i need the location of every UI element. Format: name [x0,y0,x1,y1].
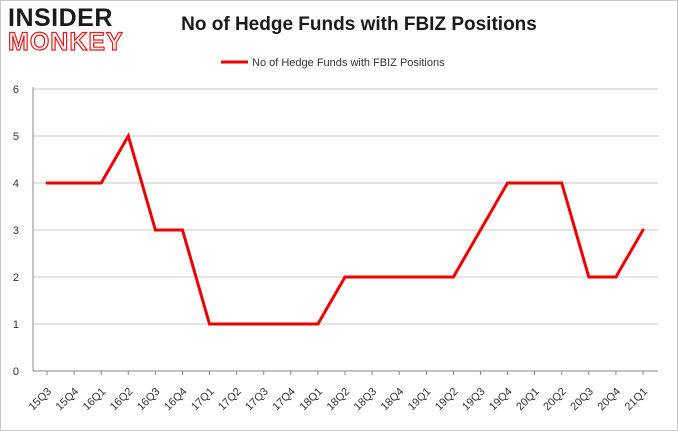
data-point-17Q1 [208,322,212,326]
data-point-16Q4 [180,228,184,232]
x-tick-label-16Q1: 16Q1 [81,386,109,414]
data-point-17Q2 [235,322,239,326]
x-tick-label-16Q2: 16Q2 [108,386,136,414]
data-point-15Q3 [45,181,49,185]
data-point-20Q1 [533,181,537,185]
legend-label: No of Hedge Funds with FBIZ Positions [252,57,445,69]
data-point-17Q4 [289,322,293,326]
logo-line-2: MONKEY [7,28,124,56]
data-point-20Q4 [614,275,618,279]
x-tick-label-19Q2: 19Q2 [433,386,461,414]
x-tick-label-17Q2: 17Q2 [216,386,244,414]
x-tick-label-20Q3: 20Q3 [568,386,596,414]
data-point-19Q4 [506,181,510,185]
x-tick-label-21Q1: 21Q1 [623,386,651,414]
y-tick-label-1: 1 [13,319,19,331]
data-point-19Q2 [451,275,455,279]
data-point-18Q1 [316,322,320,326]
y-tick-label-2: 2 [13,272,19,284]
data-point-20Q3 [587,275,591,279]
x-tick-labels: 15Q3 15Q4 16Q1 16Q2 16Q3 16Q4 17Q1 17Q2 17Q3 17Q4… [27,386,651,414]
x-tick-label-17Q1: 17Q1 [189,386,217,414]
x-tick-label-18Q1: 18Q1 [298,386,326,414]
y-tick-label-4: 4 [13,178,19,190]
y-tick-label-3: 3 [13,225,19,237]
chart-title: No of Hedge Funds with FBIZ Positions [181,14,537,35]
y-tick-label-5: 5 [13,131,19,143]
data-point-15Q4 [72,181,76,185]
y-tick-label-6: 6 [13,84,19,96]
x-tick-label-15Q4: 15Q4 [54,386,82,414]
x-tick-label-19Q1: 19Q1 [406,386,434,414]
insider-monkey-logo: INSIDER MONKEY [7,4,128,58]
data-point-19Q3 [478,228,482,232]
legend: No of Hedge Funds with FBIZ Positions [221,57,445,69]
x-tick-label-17Q4: 17Q4 [270,386,298,414]
x-tick-label-18Q3: 18Q3 [352,386,380,414]
series-group [45,132,645,326]
logo-line-1: INSIDER [8,4,113,32]
data-point-18Q3 [370,275,374,279]
x-tick-label-19Q3: 19Q3 [460,386,488,414]
data-point-16Q2 [126,134,130,138]
x-tick-label-20Q2: 20Q2 [541,386,569,414]
x-tick-label-15Q3: 15Q3 [27,386,55,414]
x-tick-label-18Q4: 18Q4 [379,386,407,414]
x-tick-label-16Q3: 16Q3 [135,386,163,414]
x-tick-label-17Q3: 17Q3 [243,386,271,414]
data-point-16Q3 [153,228,157,232]
data-point-21Q1 [641,228,645,232]
x-tick-label-16Q4: 16Q4 [162,386,190,414]
x-tick-label-20Q4: 20Q4 [596,386,624,414]
gridlines [33,88,658,325]
data-point-17Q3 [262,322,266,326]
data-point-16Q1 [99,181,103,185]
axes [32,87,658,375]
data-point-18Q2 [343,275,347,279]
y-tick-label-0: 0 [13,366,19,378]
data-point-18Q4 [397,275,401,279]
x-tick-label-19Q4: 19Q4 [487,386,515,414]
data-point-20Q2 [560,181,564,185]
x-tick-label-18Q2: 18Q2 [325,386,353,414]
y-tick-labels: 0 1 2 3 4 5 6 [13,84,19,378]
data-point-19Q1 [424,275,428,279]
x-tick-label-20Q1: 20Q1 [514,386,542,414]
